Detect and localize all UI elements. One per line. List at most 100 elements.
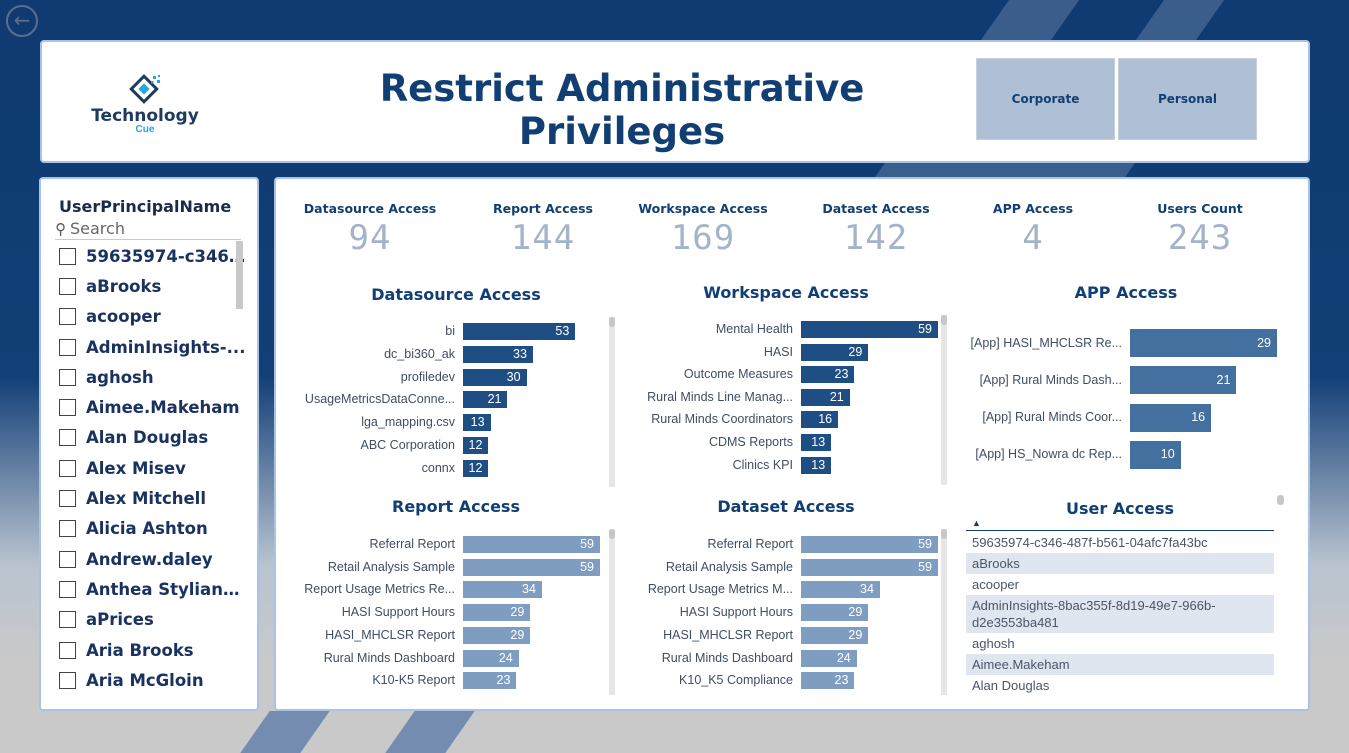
datasource-scrollbar[interactable]	[609, 317, 615, 487]
bar[interactable]: 59	[801, 558, 938, 576]
checkbox[interactable]	[59, 459, 76, 477]
slicer-item[interactable]: acooper	[59, 302, 249, 332]
bar-row[interactable]: lga_mapping.csv 13	[276, 414, 606, 432]
bar[interactable]: 29	[801, 343, 869, 361]
slicer-item[interactable]: Alan Douglas	[59, 423, 249, 453]
bar-row[interactable]: HASI Support Hours 29	[611, 604, 941, 622]
slicer-item[interactable]: Andrew.daley	[59, 544, 249, 574]
bar[interactable]: 29	[801, 604, 869, 622]
slicer-item[interactable]: Aimee.Makeham	[59, 392, 249, 422]
bar[interactable]: 59	[463, 558, 600, 576]
bar[interactable]: 16	[1130, 403, 1212, 432]
slicer-item[interactable]: 59635974-c346-...	[59, 241, 249, 271]
workspace-scrollbar[interactable]	[941, 315, 947, 485]
slicer-item[interactable]: aPrices	[59, 605, 249, 635]
slicer-item[interactable]: aBrooks	[59, 271, 249, 301]
bar-row[interactable]: [App] HASI_MHCLSR Re... 29	[966, 329, 1286, 357]
bar-row[interactable]: K10_K5 Compliance 23	[611, 672, 941, 690]
bar-row[interactable]: Retail Analysis Sample 59	[611, 558, 941, 576]
table-row[interactable]: aBrooks	[966, 553, 1274, 574]
slicer-item[interactable]: Anthea Stylianakis	[59, 574, 249, 604]
bar[interactable]: 24	[801, 649, 857, 667]
bar-row[interactable]: [App] Rural Minds Coor... 16	[966, 403, 1286, 432]
bar[interactable]: 30	[463, 368, 527, 386]
bar-row[interactable]: Referral Report 59	[611, 536, 941, 553]
table-row[interactable]: AdminInsights-8bac355f-8d19-49e7-966b-d2…	[966, 595, 1274, 633]
bar[interactable]: 53	[463, 323, 576, 340]
back-arrow-icon[interactable]: ←	[6, 5, 38, 37]
slicer-item[interactable]: Aria McGloin	[59, 665, 249, 695]
table-row[interactable]: 59635974-c346-487f-b561-04afc7fa43bc	[972, 535, 1208, 550]
bar[interactable]: 23	[801, 366, 855, 384]
bar[interactable]: 59	[801, 321, 938, 338]
bar-row[interactable]: [App] Rural Minds Dash... 21	[966, 366, 1286, 395]
checkbox[interactable]	[59, 277, 76, 295]
bar[interactable]: 29	[463, 626, 531, 644]
bar-row[interactable]: Outcome Measures 23	[611, 366, 941, 384]
checkbox[interactable]	[59, 399, 76, 417]
bar-row[interactable]: Rural Minds Dashboard 24	[611, 649, 941, 667]
bar-row[interactable]: UsageMetricsDataConne... 21	[276, 391, 606, 409]
bar-row[interactable]: Retail Analysis Sample 59	[276, 558, 606, 576]
slicer-item[interactable]: aghosh	[59, 362, 249, 392]
bar-row[interactable]: Rural Minds Dashboard 24	[276, 649, 606, 667]
bar[interactable]: 12	[463, 437, 489, 454]
checkbox[interactable]	[59, 247, 76, 265]
bar[interactable]: 10	[1130, 440, 1181, 469]
checkbox[interactable]	[59, 520, 76, 538]
bar[interactable]: 23	[801, 672, 855, 690]
bar-row[interactable]: dc_bi360_ak 33	[276, 345, 606, 363]
bar-row[interactable]: Clinics KPI 13	[611, 456, 941, 474]
bar[interactable]: 21	[1130, 366, 1237, 395]
bar[interactable]: 29	[801, 626, 869, 644]
slicer-item[interactable]: Alex Misev	[59, 453, 249, 483]
sort-ascending-icon[interactable]: ▲	[972, 518, 981, 528]
checkbox[interactable]	[59, 429, 76, 447]
user-access-scrollbar[interactable]	[1277, 495, 1284, 505]
checkbox[interactable]	[59, 580, 76, 598]
checkbox[interactable]	[59, 671, 76, 689]
bar[interactable]: 33	[463, 345, 533, 363]
bar-row[interactable]: Report Usage Metrics Re... 34	[276, 581, 606, 599]
table-row[interactable]: acooper	[972, 577, 1019, 592]
bar[interactable]: 21	[801, 388, 850, 406]
report-scrollbar[interactable]	[609, 529, 615, 695]
bar-row[interactable]: [App] HS_Nowra dc Rep... 10	[966, 440, 1286, 469]
table-row[interactable]: aghosh	[972, 636, 1015, 651]
checkbox[interactable]	[59, 368, 76, 386]
table-row[interactable]: Aimee.Makeham	[966, 654, 1274, 675]
bar[interactable]: 13	[801, 456, 832, 474]
bar-row[interactable]: Report Usage Metrics M... 34	[611, 581, 941, 599]
bar-row[interactable]: HASI_MHCLSR Report 29	[276, 626, 606, 644]
bar-row[interactable]: connx 12	[276, 459, 606, 477]
bar-row[interactable]: ABC Corporation 12	[276, 437, 606, 454]
bar[interactable]: 29	[1130, 329, 1277, 357]
slicer-item[interactable]: AdminInsights-...	[59, 332, 249, 362]
bar-row[interactable]: bi 53	[276, 323, 606, 340]
checkbox[interactable]	[59, 338, 76, 356]
checkbox[interactable]	[59, 641, 76, 659]
bar-row[interactable]: Rural Minds Line Manag... 21	[611, 388, 941, 406]
personal-button[interactable]: Personal	[1118, 58, 1257, 140]
slicer-item[interactable]: Alicia Ashton	[59, 514, 249, 544]
bar[interactable]: 34	[463, 581, 542, 599]
corporate-button[interactable]: Corporate	[976, 58, 1115, 140]
bar-row[interactable]: CDMS Reports 13	[611, 434, 941, 451]
bar[interactable]: 21	[463, 391, 508, 409]
bar-row[interactable]: K10-K5 Report 23	[276, 672, 606, 690]
bar[interactable]: 59	[463, 536, 600, 553]
bar-row[interactable]: HASI 29	[611, 343, 941, 361]
checkbox[interactable]	[59, 550, 76, 568]
slicer-search-input[interactable]: ⚲ Search	[55, 218, 241, 240]
bar-row[interactable]: Referral Report 59	[276, 536, 606, 553]
dataset-scrollbar[interactable]	[941, 529, 947, 695]
bar[interactable]: 24	[463, 649, 519, 667]
bar[interactable]: 13	[801, 434, 832, 451]
bar[interactable]: 29	[463, 604, 531, 622]
bar[interactable]: 59	[801, 536, 938, 553]
bar[interactable]: 12	[463, 459, 489, 477]
checkbox[interactable]	[59, 490, 76, 508]
slicer-item[interactable]: Alex Mitchell	[59, 483, 249, 513]
bar-row[interactable]: HASI Support Hours 29	[276, 604, 606, 622]
bar-row[interactable]: Mental Health 59	[611, 321, 941, 338]
